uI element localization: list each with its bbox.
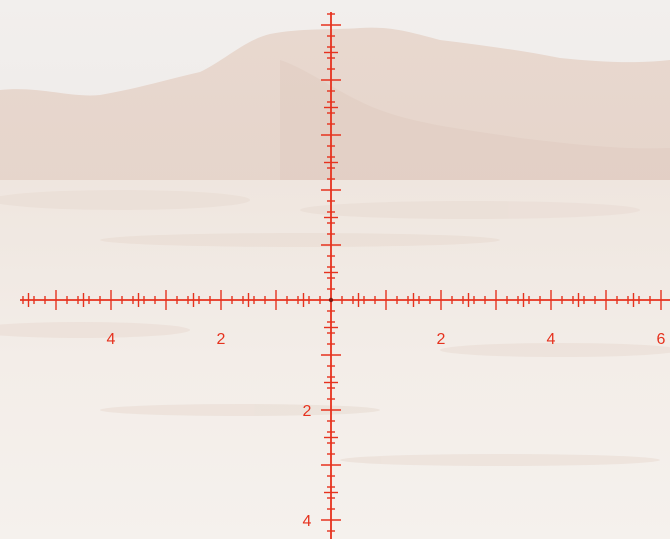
horizontal-reticle-number: 4 bbox=[107, 331, 116, 348]
center-dot bbox=[328, 297, 334, 303]
reticle-labels: 4 2 2 4 6 2 4 bbox=[107, 331, 666, 530]
horizontal-reticle-number: 4 bbox=[547, 331, 556, 348]
horizontal-reticle-number: 2 bbox=[217, 331, 226, 348]
dust-streaks bbox=[0, 190, 670, 466]
horizontal-reticle-number: 2 bbox=[437, 331, 446, 348]
reticle-lines bbox=[20, 12, 670, 539]
vertical-reticle-number: 2 bbox=[303, 403, 312, 420]
mountain-shadow bbox=[280, 60, 670, 190]
mountain-ridge bbox=[0, 27, 670, 191]
horizontal-reticle-number: 6 bbox=[657, 331, 666, 348]
vertical-reticle-number: 4 bbox=[303, 513, 312, 530]
